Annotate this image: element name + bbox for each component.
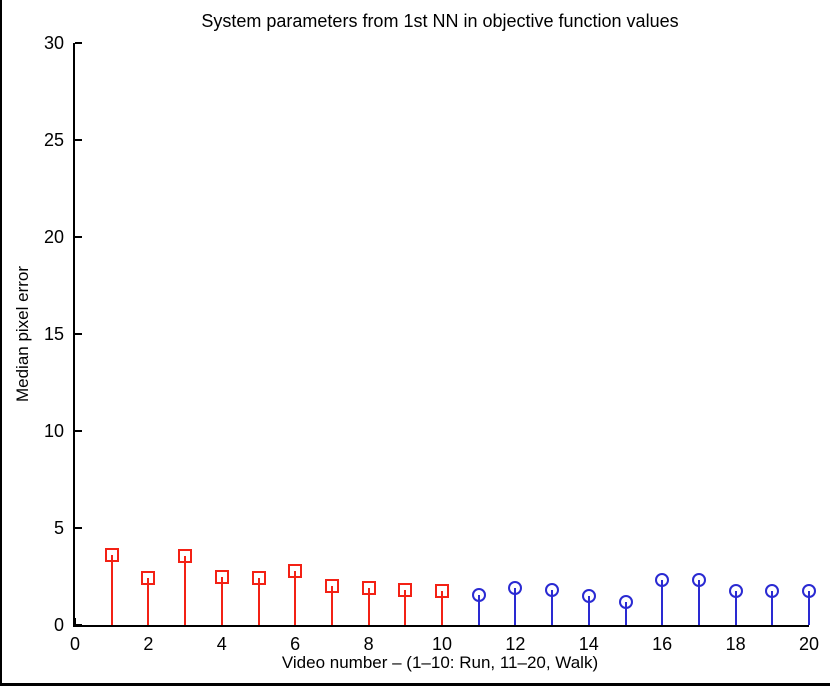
stem-line [257, 578, 260, 625]
stem-line [551, 590, 554, 625]
stem-line [697, 580, 700, 625]
y-tick-label: 30 [43, 33, 64, 53]
stem-marker-circle [728, 584, 743, 599]
stem-marker-square [361, 581, 376, 596]
y-tick [75, 333, 82, 335]
x-tick-label: 8 [363, 634, 374, 654]
y-tick-label: 15 [43, 324, 64, 344]
stem-marker-circle [618, 594, 633, 609]
y-tick-label: 25 [43, 130, 64, 150]
x-tick-label: 12 [505, 634, 526, 654]
stem-line [294, 570, 297, 625]
stem-line [404, 590, 407, 625]
x-tick-label: 14 [578, 634, 599, 654]
stem-line [147, 578, 150, 625]
chart-title: System parameters from 1st NN in objecti… [201, 11, 679, 31]
stem-marker-square [288, 563, 303, 578]
x-tick-label: 6 [290, 634, 301, 654]
stem-marker-square [141, 571, 156, 586]
stem-marker-circle [581, 588, 596, 603]
y-tick-label: 20 [43, 227, 64, 247]
stem-line [514, 588, 517, 625]
stem-marker-circle [545, 583, 560, 598]
y-tick [75, 430, 82, 432]
stem-marker-square [435, 584, 449, 599]
x-tick-label: 0 [69, 634, 80, 654]
stem-marker-circle [471, 587, 486, 602]
stem-line [734, 591, 737, 625]
stem-line [367, 588, 370, 625]
stem-marker-circle [691, 573, 706, 588]
y-tick-label: 5 [53, 518, 64, 538]
plot-area [73, 42, 816, 627]
stem-line [624, 601, 627, 625]
x-tick-label: 20 [798, 634, 820, 654]
stem-line [184, 556, 187, 625]
stem-line [771, 591, 774, 625]
y-tick [75, 527, 82, 529]
y-tick-label: 0 [53, 615, 64, 635]
stem-marker-square [324, 579, 339, 594]
x-axis-label: Video number – (1–10: Run, 11–20, Walk) [281, 653, 599, 672]
stem-line [587, 595, 590, 625]
stem-marker-circle [802, 584, 816, 599]
stem-line [110, 555, 113, 625]
stem-line [661, 580, 664, 625]
y-tick-label: 10 [43, 421, 64, 441]
stem-marker-circle [508, 581, 523, 596]
stem-line [808, 591, 810, 625]
x-tick-label: 18 [725, 634, 746, 654]
stem-marker-square [214, 569, 229, 584]
x-tick [74, 618, 76, 625]
stem-line [477, 594, 480, 625]
x-tick-label: 16 [652, 634, 673, 654]
stem-marker-square [104, 548, 119, 563]
y-tick [75, 42, 82, 44]
x-tick-label: 10 [431, 634, 453, 654]
y-tick [75, 624, 82, 626]
stem-line [220, 576, 223, 625]
stem-marker-square [251, 571, 266, 586]
y-tick [75, 139, 82, 141]
stem-marker-circle [655, 573, 670, 588]
stem-line [330, 586, 333, 625]
stem-line [441, 591, 443, 625]
x-tick-label: 4 [216, 634, 227, 654]
y-tick [75, 236, 82, 238]
x-tick-label: 2 [143, 634, 154, 654]
stem-marker-square [178, 549, 193, 564]
stem-marker-circle [765, 584, 780, 599]
stem-marker-square [398, 583, 413, 598]
